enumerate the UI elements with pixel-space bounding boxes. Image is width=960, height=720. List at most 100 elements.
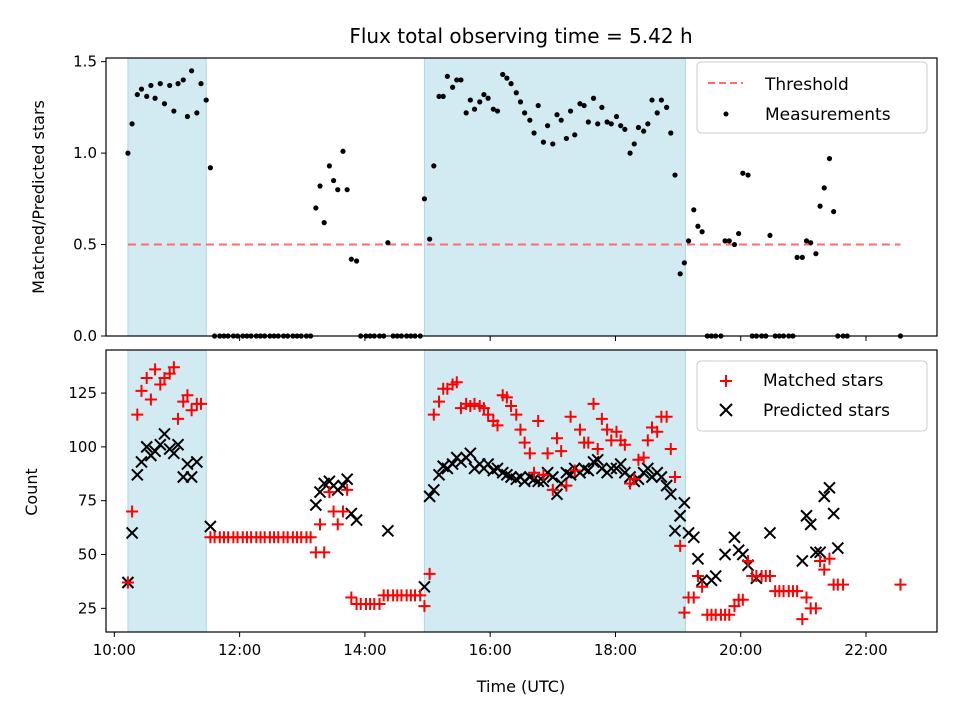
predicted-point	[728, 531, 741, 544]
matched-point	[181, 389, 194, 402]
predicted-point	[537, 475, 550, 488]
predicted-point	[614, 457, 627, 471]
measurement-point	[481, 91, 487, 98]
measurement-point	[313, 205, 319, 211]
matched-point	[595, 412, 608, 425]
measurement-point	[477, 99, 483, 105]
predicted-point	[605, 462, 618, 475]
matched-point	[144, 393, 157, 406]
matched-point	[418, 600, 431, 613]
measurement-point	[335, 187, 341, 193]
measurement-point	[726, 238, 732, 244]
predicted-point	[131, 468, 144, 482]
matched-legend-swatch	[720, 375, 732, 387]
top-panel: 0.0 0.5 1.0 1.5 Matched/Predicted stars Thr…	[29, 53, 938, 345]
predicted-point	[204, 520, 217, 533]
measurement-point	[440, 93, 446, 100]
predicted-point	[668, 524, 682, 538]
measurement-point	[722, 238, 728, 244]
predicted-point	[190, 455, 204, 469]
measurement-point	[681, 260, 687, 266]
x-tick-label: 16:00	[469, 641, 512, 659]
measurement-point	[531, 130, 537, 136]
predicted-point	[660, 479, 673, 492]
measurement-point	[695, 223, 701, 229]
bottom-y-tick-label: 50	[78, 546, 97, 564]
matched-point	[121, 576, 134, 589]
matched-point	[482, 408, 495, 421]
measurement-point	[572, 132, 578, 138]
predicted-point	[664, 488, 677, 501]
matched-point	[373, 598, 386, 611]
matched-point	[696, 580, 709, 593]
matched-point	[345, 591, 358, 604]
top-panel-frame	[105, 57, 938, 337]
measurement-point	[321, 220, 327, 226]
matched-point	[505, 399, 518, 412]
legend-label-matched: Matched stars	[763, 371, 883, 391]
measurement-point	[189, 68, 195, 74]
measurement-point	[513, 90, 519, 96]
matched-point	[628, 473, 641, 486]
matched-point	[140, 371, 153, 384]
matched-point	[468, 397, 481, 410]
observing-window	[127, 349, 207, 633]
matched-point	[510, 408, 523, 421]
measurement-point	[699, 229, 705, 235]
measurement-point	[157, 81, 163, 87]
matched-point	[537, 468, 550, 481]
matched-point	[651, 425, 664, 438]
matched-point	[687, 591, 700, 604]
matched-point	[678, 606, 691, 619]
predicted-point	[831, 541, 845, 555]
bottom-legend-box	[696, 360, 928, 432]
measurement-point	[631, 141, 637, 147]
measurement-point	[554, 112, 560, 118]
x-tick-label: 20:00	[719, 641, 762, 659]
matched-point	[518, 436, 531, 449]
matched-point	[172, 412, 185, 425]
predicted-point	[125, 526, 139, 540]
measurement-point	[627, 150, 633, 156]
measurement-point	[599, 104, 605, 110]
predicted-point	[313, 485, 327, 499]
measurement-point	[658, 97, 664, 103]
matched-point	[632, 453, 645, 466]
measurement-point	[635, 124, 642, 131]
x-tick-label: 14:00	[343, 641, 386, 659]
predicted-point	[423, 490, 436, 503]
measurement-point	[180, 77, 186, 83]
matched-point	[587, 397, 600, 410]
predicted-point	[763, 526, 777, 540]
predicted-point	[641, 462, 655, 475]
matched-point	[163, 367, 176, 380]
matched-point	[763, 570, 776, 583]
x-tick-label: 18:00	[594, 641, 637, 659]
predicted-point	[678, 496, 691, 510]
predicted-legend-swatch	[719, 403, 733, 417]
bottom-y-tick-label: 100	[68, 438, 97, 456]
predicted-point	[591, 453, 604, 466]
predicted-point	[181, 457, 194, 471]
measurement-point	[731, 241, 738, 248]
measurement-point	[664, 104, 670, 110]
measurement-point	[527, 117, 533, 123]
predicted-point	[691, 552, 705, 566]
matched-point	[742, 554, 755, 567]
chart-title: Flux total observing time = 5.42 h	[349, 24, 692, 48]
measurement-point	[129, 121, 135, 127]
measurement-point	[799, 254, 805, 260]
measurement-point	[340, 148, 346, 154]
predicted-point	[827, 507, 840, 520]
predicted-point	[309, 498, 323, 512]
observing-window	[127, 57, 207, 337]
measurement-point	[595, 121, 601, 127]
matched-point	[523, 447, 536, 460]
matched-point	[591, 443, 604, 456]
measurement-point	[581, 102, 587, 109]
matched-point	[167, 361, 180, 374]
measurement-point	[348, 256, 354, 262]
measurement-point	[813, 251, 819, 257]
matched-point	[491, 419, 504, 432]
measurement-point	[567, 108, 574, 114]
